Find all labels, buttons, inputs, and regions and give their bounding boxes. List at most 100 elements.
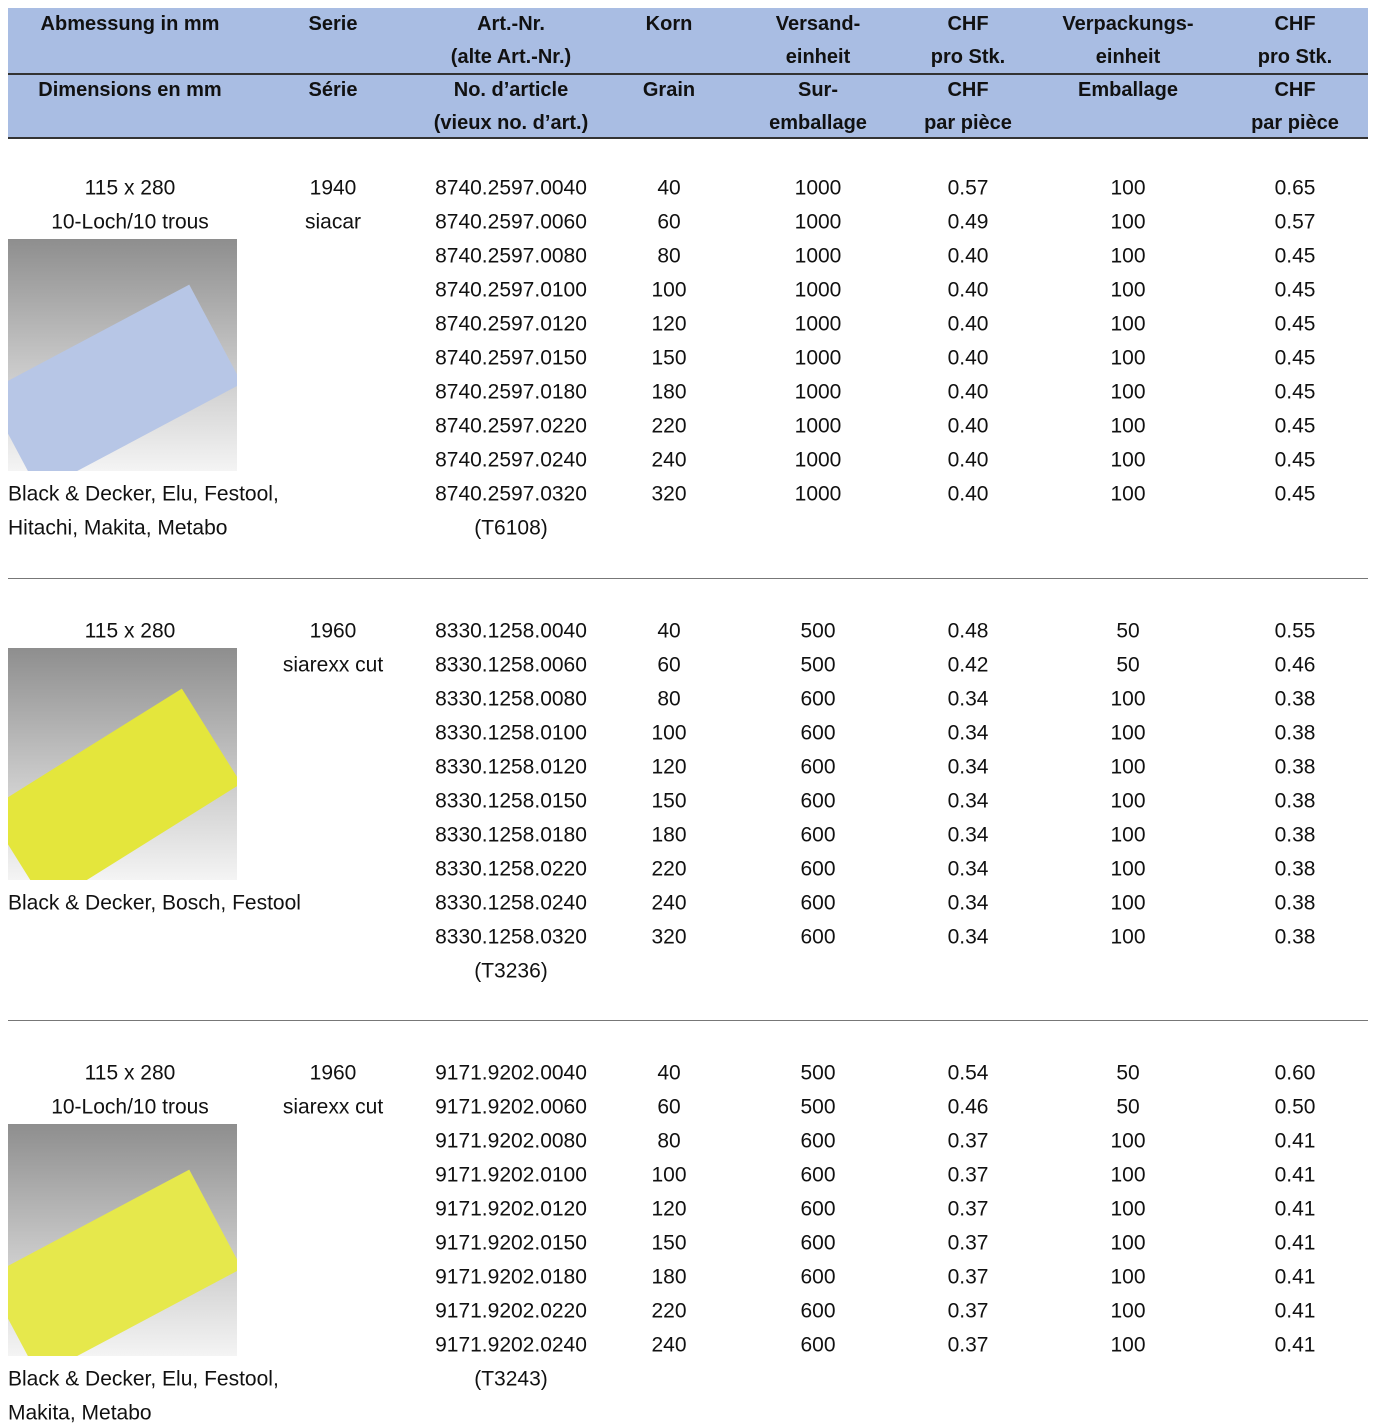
table-cell: 0.34	[947, 789, 989, 813]
table-cell: 180	[651, 380, 687, 404]
table-cell: 0.45	[1274, 346, 1316, 370]
table-cell: 100	[651, 1163, 687, 1187]
table-cell: 9171.9202.0060	[435, 1095, 587, 1119]
table-cell: 8740.2597.0040	[435, 176, 587, 200]
header-rule	[8, 73, 1368, 75]
table-cell: 0.37	[947, 1231, 989, 1255]
compatibility: Makita, Metabo	[8, 1401, 152, 1425]
table-cell: 100	[1110, 1299, 1146, 1323]
table-cell: 8740.2597.0320	[435, 482, 587, 506]
table-cell: 8330.1258.0060	[435, 653, 587, 677]
table-cell: 1000	[794, 176, 842, 200]
dimension: 115 x 280	[84, 176, 176, 200]
table-cell: 9171.9202.0150	[435, 1231, 587, 1255]
table-cell: 500	[800, 1095, 836, 1119]
table-cell: 120	[651, 312, 687, 336]
product-image	[8, 648, 237, 880]
table-cell: 500	[800, 1061, 836, 1085]
table-cell: 0.41	[1274, 1265, 1316, 1289]
separator	[8, 1020, 1368, 1021]
sanding-sheet	[8, 1169, 237, 1356]
table-cell: 0.40	[947, 278, 989, 302]
table-cell: 180	[651, 823, 687, 847]
table-cell: 0.40	[947, 244, 989, 268]
table-cell: 0.37	[947, 1299, 989, 1323]
header-cell: No. d’article	[453, 79, 569, 101]
table-cell: 0.55	[1274, 619, 1316, 643]
old-article-no: (T6108)	[474, 516, 548, 540]
table-cell: 80	[657, 687, 681, 711]
table-cell: 1000	[794, 312, 842, 336]
table-cell: 100	[1110, 687, 1146, 711]
table-cell: 100	[1110, 823, 1146, 847]
old-article-no: (T3243)	[474, 1367, 548, 1391]
table-cell: 8330.1258.0080	[435, 687, 587, 711]
table-cell: 9171.9202.0120	[435, 1197, 587, 1221]
table-cell: 0.50	[1274, 1095, 1316, 1119]
table-cell: 1000	[794, 278, 842, 302]
table-cell: 100	[1110, 312, 1146, 336]
table-cell: 0.38	[1274, 857, 1316, 881]
table-cell: 9171.9202.0080	[435, 1129, 587, 1153]
header-cell: Versand-	[775, 13, 861, 35]
table-cell: 600	[800, 1333, 836, 1357]
table-cell: 100	[1110, 925, 1146, 949]
product-image	[8, 1124, 237, 1356]
series: 1960	[309, 619, 357, 643]
table-cell: 0.41	[1274, 1197, 1316, 1221]
table-cell: 8740.2597.0080	[435, 244, 587, 268]
header-cell: Dimensions en mm	[38, 79, 222, 101]
table-cell: 0.45	[1274, 278, 1316, 302]
series: siarexx cut	[282, 653, 384, 677]
table-cell: 1000	[794, 244, 842, 268]
table-cell: 0.46	[1274, 653, 1316, 677]
holes: 10-Loch/10 trous	[51, 1095, 209, 1119]
header-cell: emballage	[769, 112, 867, 134]
series: 1960	[309, 1061, 357, 1085]
table-cell: 8330.1258.0100	[435, 721, 587, 745]
table-cell: 600	[800, 1129, 836, 1153]
table-cell: 100	[1110, 857, 1146, 881]
table-cell: 0.45	[1274, 448, 1316, 472]
header-cell: Abmessung in mm	[40, 13, 220, 35]
table-cell: 600	[800, 721, 836, 745]
table-cell: 60	[657, 653, 681, 677]
sanding-sheet	[8, 688, 237, 880]
table-cell: 100	[1110, 414, 1146, 438]
series: 1940	[309, 176, 357, 200]
table-cell: 0.40	[947, 414, 989, 438]
table-cell: 8740.2597.0180	[435, 380, 587, 404]
header-cell: (vieux no. d’art.)	[433, 112, 589, 134]
table-cell: 100	[1110, 1265, 1146, 1289]
table-cell: 100	[1110, 448, 1146, 472]
table-cell: 0.57	[1274, 210, 1316, 234]
table-cell: 0.34	[947, 721, 989, 745]
table-cell: 0.38	[1274, 687, 1316, 711]
table-cell: 8740.2597.0100	[435, 278, 587, 302]
header-cell: CHF	[1274, 79, 1316, 101]
table-cell: 8330.1258.0180	[435, 823, 587, 847]
table-cell: 8330.1258.0150	[435, 789, 587, 813]
table-cell: 240	[651, 891, 687, 915]
header-cell: (alte Art.-Nr.)	[450, 46, 572, 68]
table-cell: 100	[1110, 380, 1146, 404]
table-cell: 80	[657, 1129, 681, 1153]
table-cell: 0.60	[1274, 1061, 1316, 1085]
table-cell: 1000	[794, 414, 842, 438]
table-cell: 600	[800, 891, 836, 915]
series: siarexx cut	[282, 1095, 384, 1119]
table-cell: 0.37	[947, 1129, 989, 1153]
table-cell: 8330.1258.0240	[435, 891, 587, 915]
table-cell: 100	[1110, 1333, 1146, 1357]
table-cell: 1000	[794, 482, 842, 506]
table-cell: 100	[1110, 789, 1146, 813]
table-cell: 8330.1258.0040	[435, 619, 587, 643]
table-cell: 0.42	[947, 653, 989, 677]
table-cell: 220	[651, 414, 687, 438]
table-cell: 0.37	[947, 1333, 989, 1357]
table-cell: 0.49	[947, 210, 989, 234]
table-cell: 600	[800, 1197, 836, 1221]
table-cell: 240	[651, 448, 687, 472]
table-cell: 100	[1110, 755, 1146, 779]
table-cell: 600	[800, 1231, 836, 1255]
